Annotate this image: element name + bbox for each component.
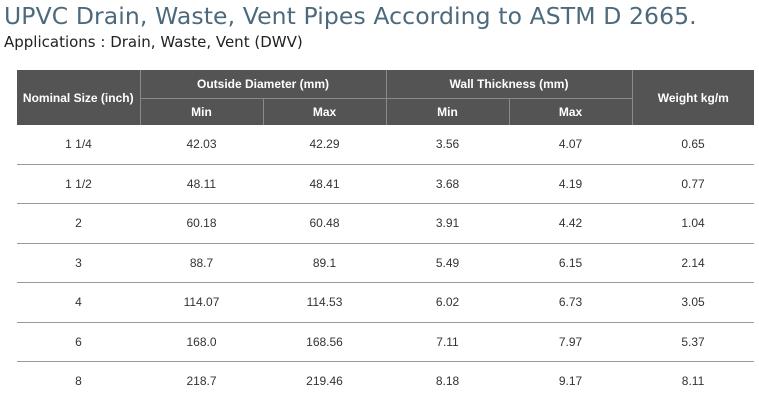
table-row: 1 1/4 42.03 42.29 3.56 4.07 0.65 [17, 125, 755, 165]
cell-weight: 8.11 [681, 374, 705, 389]
header-nominal-size: Nominal Size (inch) [17, 70, 140, 125]
cell-od-min: 42.03 [140, 125, 263, 165]
cell-nominal-size: 4 [17, 282, 140, 323]
cell-wt-min: 7.11 [386, 322, 509, 362]
header-wall-thickness: Wall Thickness (mm) [385, 70, 633, 99]
applications-subtitle: Applications : Drain, Waste, Vent (DWV) [4, 33, 303, 51]
cell-weight: 3.05 [632, 282, 755, 323]
cell-od-min: 168.0 [140, 322, 263, 362]
cell-od-max: 89.1 [263, 243, 386, 283]
cell-od-max: 48.41 [263, 164, 386, 204]
cell-wt-max: 9.17 [558, 374, 583, 389]
cell-nominal-size: 3 [17, 243, 140, 283]
cell-wt-max: 4.42 [509, 203, 633, 244]
cell-wt-max: 6.73 [509, 282, 633, 323]
cell-wt-min: 3.56 [386, 125, 509, 165]
cell-od-max: 114.53 [263, 282, 386, 323]
cell-wt-max: 7.97 [509, 322, 633, 362]
table-row: 2 60.18 60.48 3.91 4.42 1.04 [17, 203, 755, 244]
cell-nominal-size: 1 1/2 [17, 164, 140, 204]
cell-od-min: 60.18 [140, 203, 263, 244]
cell-od-min: 114.07 [140, 282, 263, 323]
table-row: 1 1/2 48.11 48.41 3.68 4.19 0.77 [17, 164, 755, 204]
cell-od-max: 219.46 [306, 374, 343, 389]
table-row: 4 114.07 114.53 6.02 6.73 3.05 [17, 282, 755, 323]
cell-wt-min: 8.18 [435, 374, 460, 389]
cell-nominal-size: 2 [17, 203, 140, 244]
cell-wt-max: 6.15 [509, 243, 633, 283]
cell-od-max: 60.48 [263, 203, 386, 244]
cell-wt-max: 4.19 [509, 164, 633, 204]
header-weight: Weight kg/m [631, 70, 755, 125]
table-row: 3 88.7 89.1 5.49 6.15 2.14 [17, 243, 755, 283]
cell-weight: 2.14 [632, 243, 755, 283]
header-od-max: Max [262, 98, 386, 125]
cell-wt-min: 5.49 [386, 243, 509, 283]
cell-od-min: 48.11 [140, 164, 263, 204]
header-outside-diameter: Outside Diameter (mm) [139, 70, 386, 99]
cell-od-min: 88.7 [140, 243, 263, 283]
cell-nominal-size: 6 [17, 322, 140, 362]
cell-weight: 0.65 [632, 125, 755, 165]
cell-wt-min: 3.91 [386, 203, 509, 244]
cell-nominal-size: 1 1/4 [17, 125, 140, 165]
table-row: 8 218.7 219.46 8.18 9.17 8.11 [17, 362, 754, 401]
header-od-min: Min [139, 98, 263, 125]
page-title: UPVC Drain, Waste, Vent Pipes According … [4, 2, 697, 30]
cell-weight: 1.04 [632, 203, 755, 244]
header-wt-min: Min [385, 98, 509, 125]
cell-od-max: 42.29 [263, 125, 386, 165]
cell-nominal-size: 8 [75, 374, 82, 389]
table-row: 6 168.0 168.56 7.11 7.97 5.37 [17, 322, 755, 362]
cell-weight: 5.37 [632, 322, 755, 362]
cell-od-max: 168.56 [263, 322, 386, 362]
cell-wt-max: 4.07 [509, 125, 633, 165]
cell-weight: 0.77 [632, 164, 755, 204]
header-wt-max: Max [508, 98, 633, 125]
cell-od-min: 218.7 [186, 374, 217, 389]
cell-wt-min: 6.02 [386, 282, 509, 323]
pipe-spec-table: Nominal Size (inch) Outside Diameter (mm… [17, 70, 755, 401]
cell-wt-min: 3.68 [386, 164, 509, 204]
